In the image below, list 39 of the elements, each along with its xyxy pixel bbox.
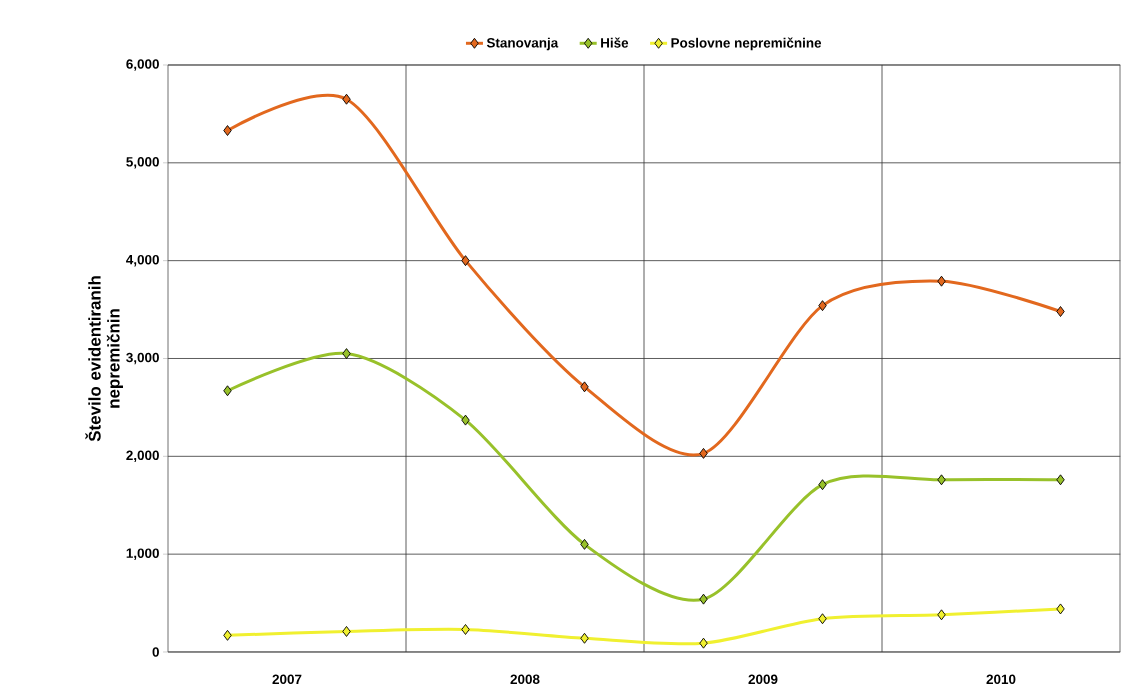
- x-tick-label: 2008: [510, 674, 540, 685]
- point: [937, 609, 946, 621]
- point: [342, 348, 351, 360]
- legend-label: Stanovanja: [486, 37, 559, 51]
- point: [580, 381, 589, 393]
- point: [1056, 603, 1065, 615]
- legend-label: Poslovne nepremičnine: [671, 37, 822, 51]
- point: [699, 593, 708, 605]
- point: [342, 93, 351, 105]
- point: [223, 385, 232, 397]
- y-tick-label: 2,000: [126, 450, 159, 463]
- point: [937, 275, 946, 287]
- point: [461, 624, 470, 635]
- point: [818, 300, 827, 312]
- point: [937, 474, 946, 486]
- point: [342, 625, 351, 637]
- y-tick-label: 6,000: [126, 59, 159, 71]
- x-tick-label: 2009: [748, 674, 778, 685]
- y-tick-label: 0: [152, 647, 159, 657]
- point: [699, 637, 708, 649]
- point: [1056, 306, 1065, 317]
- y-axis-title: Število evidentiranih nepremičnin: [85, 276, 123, 442]
- point: [223, 125, 232, 136]
- y-tick-label: 1,000: [126, 548, 159, 560]
- point: [818, 479, 827, 491]
- point: [818, 613, 827, 625]
- y-tick-label: 4,000: [126, 254, 159, 267]
- point: [461, 255, 470, 267]
- point: [580, 632, 589, 644]
- point: [580, 538, 589, 550]
- point: [223, 629, 232, 641]
- point: [461, 414, 470, 426]
- x-tick-label: 2010: [986, 674, 1016, 685]
- y-tick-label: 5,000: [126, 157, 159, 169]
- point: [699, 447, 708, 459]
- point: [1056, 474, 1065, 486]
- y-tick-label: 3,000: [126, 352, 159, 365]
- x-tick-label: 2007: [272, 674, 302, 685]
- legend-label: Hiše: [601, 37, 629, 48]
